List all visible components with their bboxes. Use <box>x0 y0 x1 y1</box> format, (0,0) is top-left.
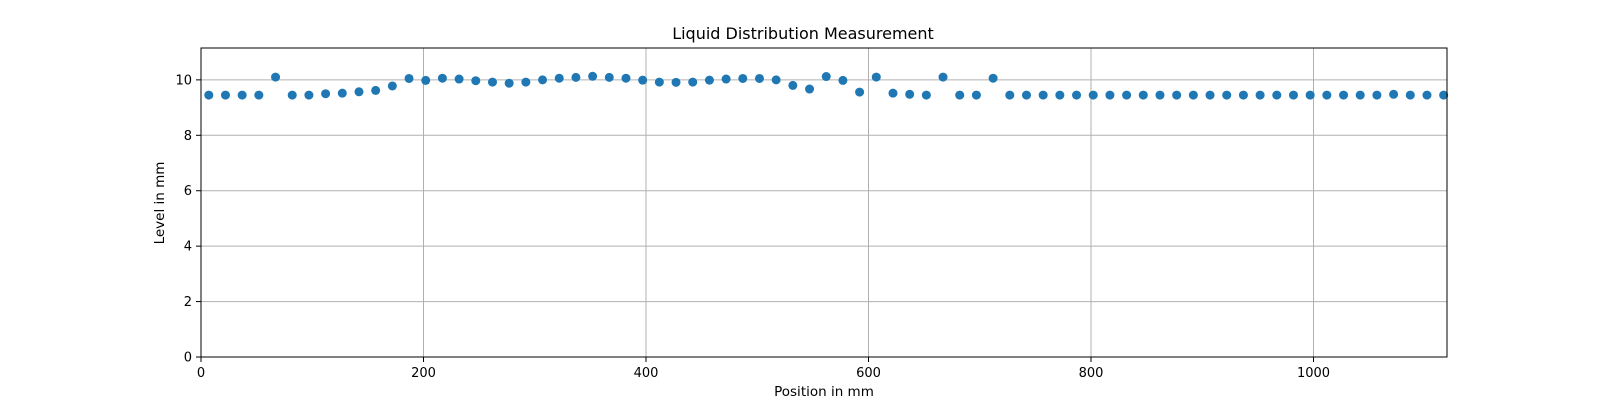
data-point <box>1255 90 1265 100</box>
data-points <box>204 71 1449 100</box>
data-point <box>1222 90 1232 100</box>
x-tick-label: 200 <box>411 366 436 381</box>
data-point <box>254 90 264 100</box>
data-point <box>1305 90 1315 100</box>
data-point <box>271 72 281 82</box>
data-point <box>204 90 214 100</box>
data-point <box>487 77 497 87</box>
data-point <box>554 73 564 83</box>
data-point <box>437 73 447 83</box>
data-point <box>821 72 831 82</box>
data-point <box>1105 90 1115 100</box>
data-point <box>287 90 297 100</box>
data-point <box>504 78 514 88</box>
chart-title: Liquid Distribution Measurement <box>672 24 934 43</box>
data-point <box>938 72 948 82</box>
data-point <box>671 77 681 87</box>
data-point <box>371 85 381 95</box>
data-point <box>1072 90 1082 100</box>
data-point <box>1138 90 1148 100</box>
data-point <box>1238 90 1248 100</box>
data-point <box>1005 90 1015 100</box>
data-point <box>387 81 397 91</box>
y-tick-label: 2 <box>184 295 192 310</box>
data-point <box>1439 90 1449 100</box>
data-point <box>955 90 965 100</box>
data-point <box>638 75 648 85</box>
data-point <box>304 90 314 100</box>
data-point <box>688 77 698 87</box>
data-point <box>1272 90 1282 100</box>
data-point <box>721 74 731 84</box>
data-point <box>237 90 247 100</box>
x-tick-label: 400 <box>634 366 659 381</box>
y-tick-label: 0 <box>184 351 192 366</box>
data-point <box>538 75 548 85</box>
data-point <box>771 75 781 85</box>
y-tick-label: 10 <box>175 73 192 88</box>
data-point <box>354 87 364 97</box>
data-point <box>905 89 915 99</box>
data-point <box>971 90 981 100</box>
data-point <box>621 73 631 83</box>
data-point <box>921 90 931 100</box>
data-point <box>1339 90 1349 100</box>
data-point <box>1422 90 1432 100</box>
data-point <box>788 80 798 90</box>
data-point <box>754 73 764 83</box>
data-point <box>838 75 848 85</box>
data-point <box>1055 90 1065 100</box>
data-point <box>337 88 347 98</box>
x-axis-label: Position in mm <box>774 384 874 400</box>
data-point <box>988 73 998 83</box>
data-point <box>1122 90 1132 100</box>
data-point <box>1288 90 1298 100</box>
data-point <box>471 76 481 86</box>
data-point <box>220 90 230 100</box>
plot-frame <box>200 47 1448 358</box>
data-point <box>521 77 531 87</box>
data-point <box>1172 90 1182 100</box>
data-point <box>1088 90 1098 100</box>
data-point <box>1038 90 1048 100</box>
data-point <box>571 72 581 82</box>
data-point <box>805 84 815 94</box>
y-tick-label: 6 <box>184 184 192 199</box>
data-point <box>1155 90 1165 100</box>
x-tick-label: 800 <box>1079 366 1104 381</box>
y-tick-label: 8 <box>184 129 192 144</box>
data-point <box>1372 90 1382 100</box>
x-tick-label: 600 <box>856 366 881 381</box>
data-point <box>404 73 414 83</box>
axes: 0 200 400 600 800 1000 0 2 4 6 8 10 <box>175 73 1330 381</box>
data-point <box>871 72 881 82</box>
data-point <box>855 87 865 97</box>
data-point <box>1389 89 1399 99</box>
data-point <box>1405 90 1415 100</box>
y-axis-label: Level in mm <box>152 162 168 245</box>
data-point <box>738 73 748 83</box>
data-point <box>421 75 431 85</box>
data-point <box>1205 90 1215 100</box>
data-point <box>321 89 331 99</box>
x-tick-label: 0 <box>197 366 205 381</box>
data-point <box>604 72 614 82</box>
data-point <box>588 71 598 81</box>
data-point <box>454 74 464 84</box>
x-tick-label: 1000 <box>1297 366 1330 381</box>
data-point <box>704 75 714 85</box>
data-point <box>1355 90 1365 100</box>
data-point <box>1021 90 1031 100</box>
data-point <box>888 88 898 98</box>
y-tick-label: 4 <box>184 240 192 255</box>
data-point <box>1322 90 1332 100</box>
data-point <box>1188 90 1198 100</box>
data-point <box>654 77 664 87</box>
